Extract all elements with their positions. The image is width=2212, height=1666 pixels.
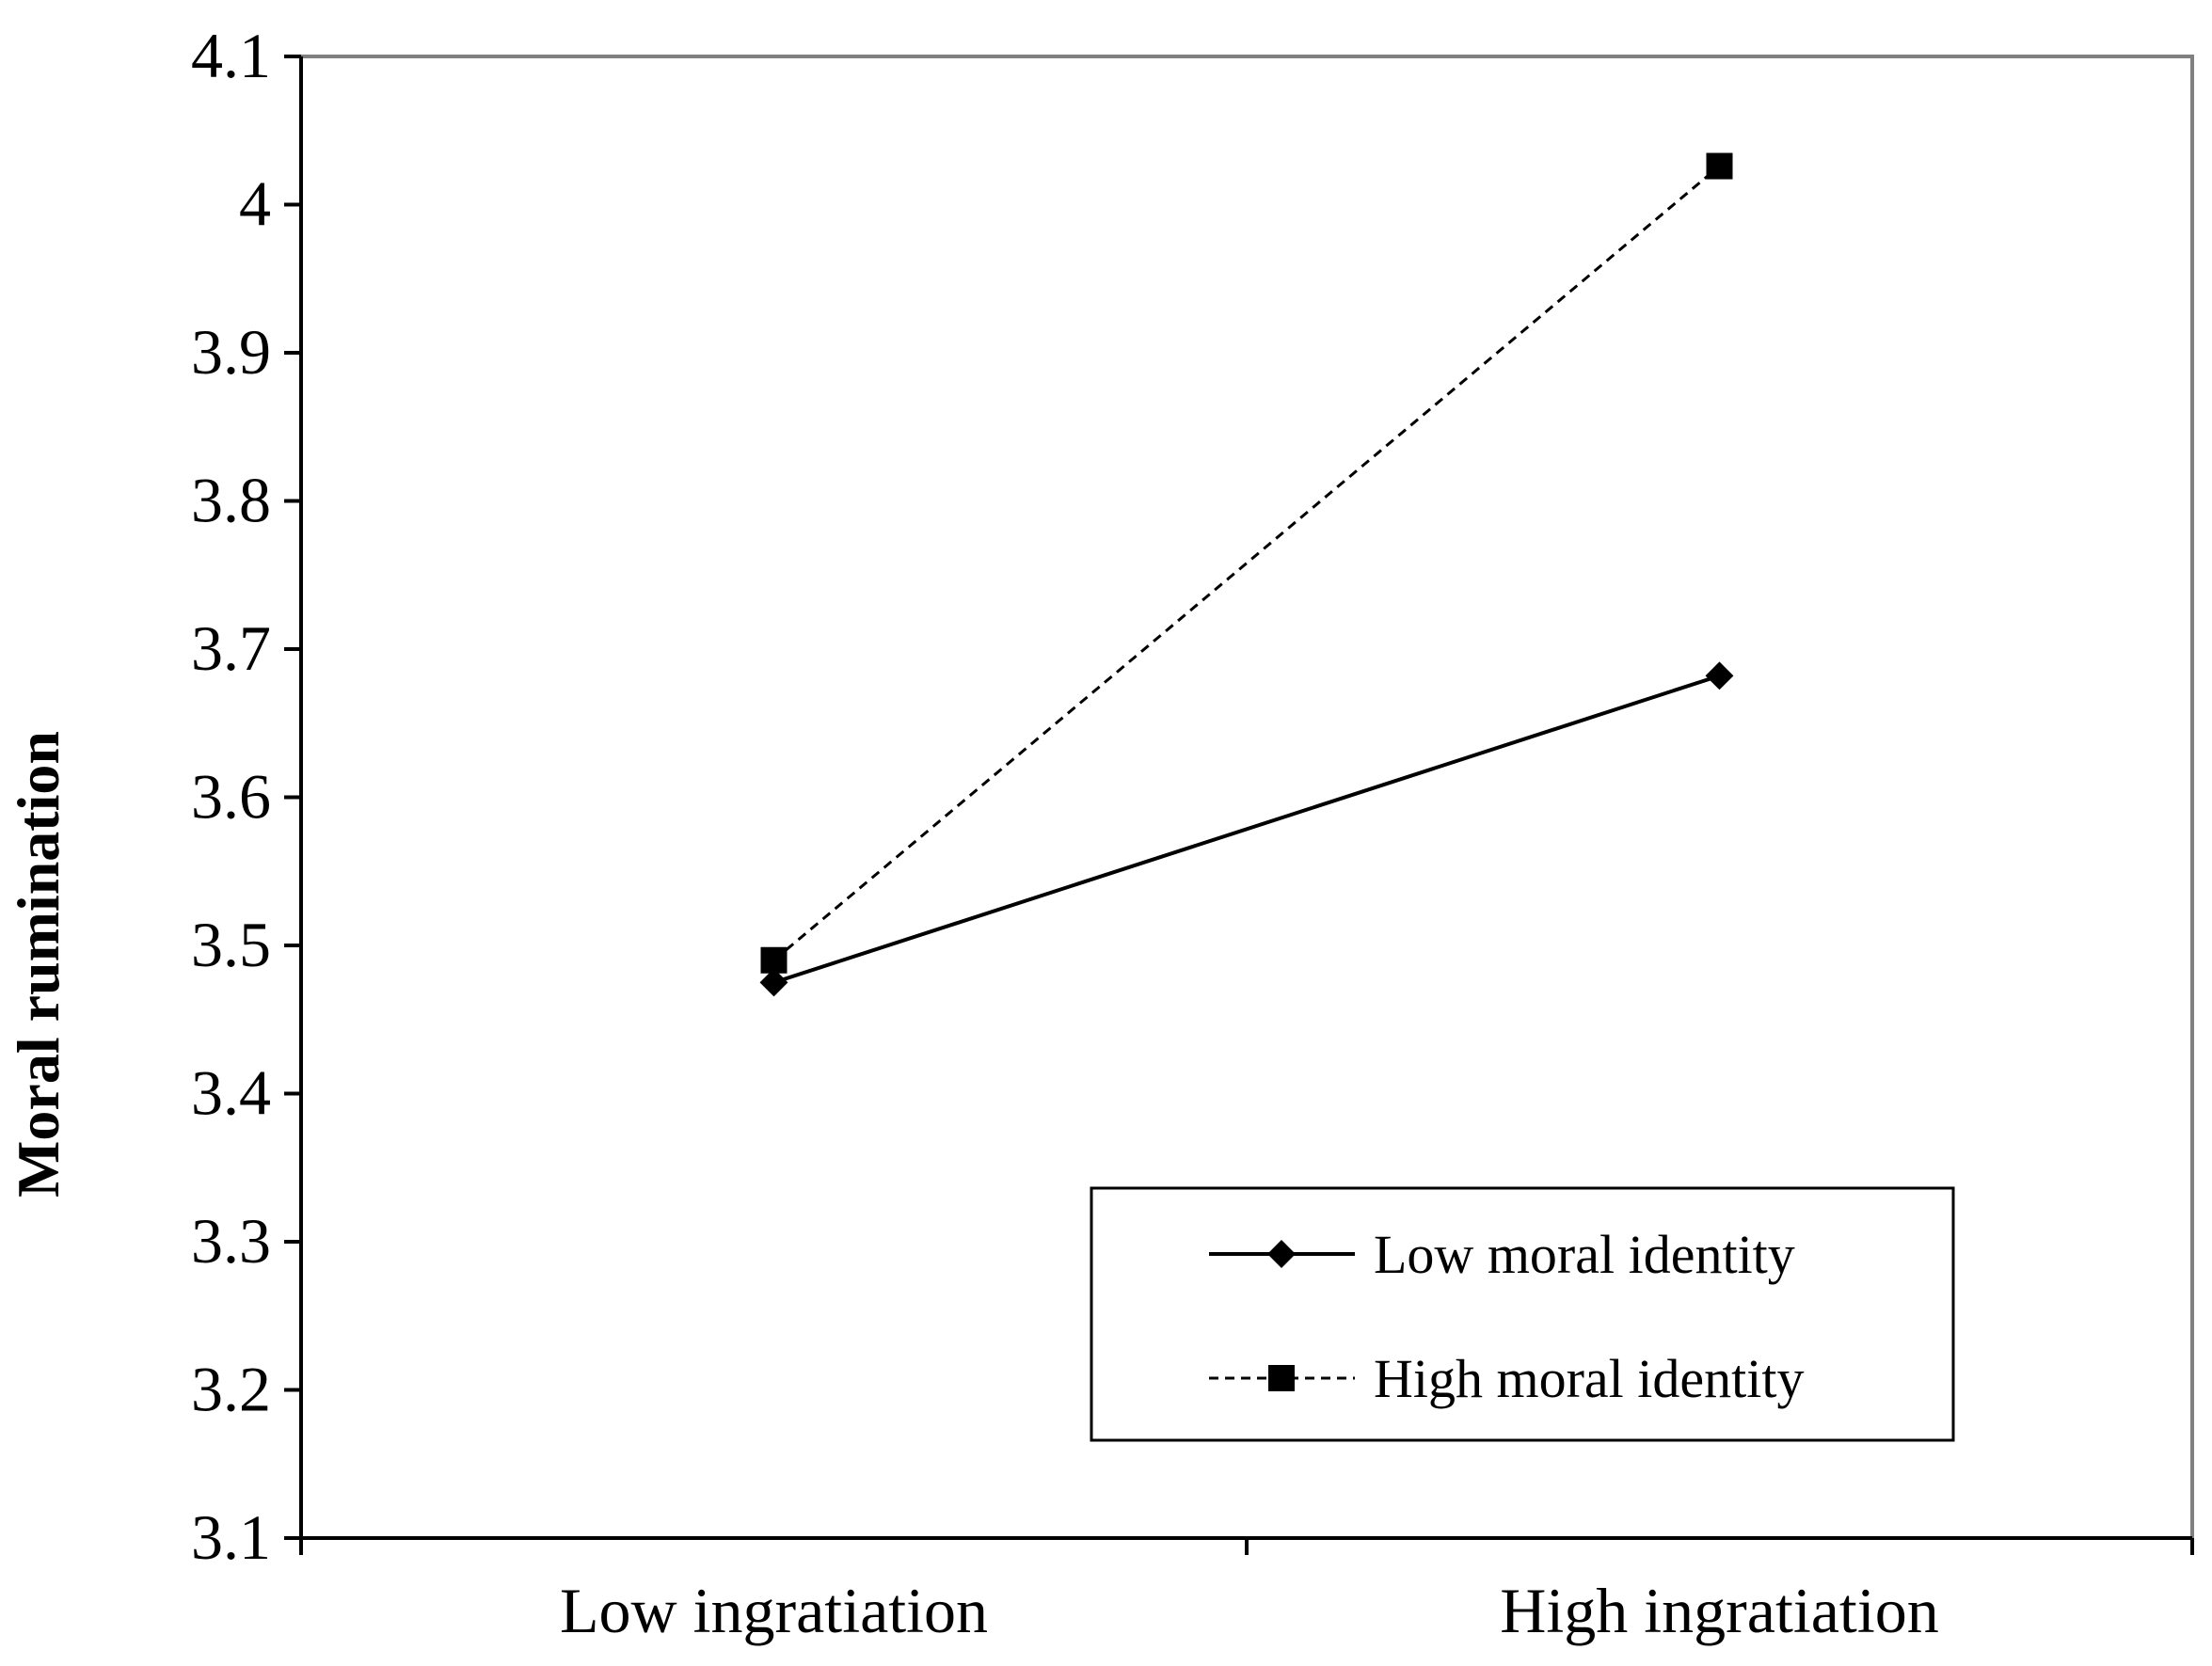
legend-box: [1090, 1186, 1955, 1442]
series-high-moral-identity: [760, 152, 1733, 974]
y-axis-title: Moral rumination: [5, 731, 72, 1198]
y-tick-label: 4: [239, 168, 271, 240]
x-axis-ticks: Low ingratiation High ingratiation: [299, 1538, 2194, 1646]
series-line: [772, 165, 1721, 961]
y-tick-label: 3.6: [191, 761, 271, 833]
legend-marker: [1268, 1365, 1295, 1391]
y-tick-label: 3.2: [191, 1354, 271, 1425]
legend-label: Low moral identity: [1374, 1224, 1795, 1285]
y-tick-label: 3.7: [191, 612, 271, 684]
y-axis-ticks: 3.1 3.2 3.3 3.4 3.5 3.6 3.7 3.8 3.9 4 4.1: [191, 20, 301, 1573]
x-category-label: Low ingratiation: [560, 1575, 988, 1646]
data-point: [1705, 661, 1734, 690]
y-tick-label: 3.4: [191, 1057, 271, 1129]
x-category-label: High ingratiation: [1500, 1575, 1938, 1646]
y-tick-label: 3.3: [191, 1205, 271, 1277]
legend: Low moral identity High moral identity: [1090, 1186, 1955, 1442]
y-tick-label: 3.5: [191, 909, 271, 980]
legend-marker: [1267, 1240, 1296, 1268]
series-low-moral-identity: [759, 661, 1734, 997]
series-layer: [759, 152, 1734, 997]
y-tick-label: 3.1: [191, 1501, 271, 1573]
y-tick-label: 3.9: [191, 316, 271, 388]
data-point: [760, 946, 788, 974]
series-line: [772, 674, 1721, 985]
data-point: [1706, 152, 1733, 180]
y-tick-label: 3.8: [191, 465, 271, 536]
data-point: [759, 968, 788, 997]
y-tick-label: 4.1: [191, 20, 271, 91]
legend-label: High moral identity: [1374, 1348, 1805, 1409]
